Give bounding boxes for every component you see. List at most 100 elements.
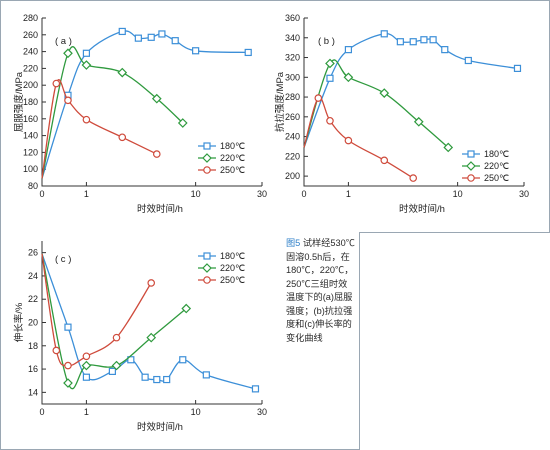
legend-marker-square — [467, 150, 475, 158]
data-point-diamond — [325, 58, 335, 69]
panel-tag: ( c ) — [55, 254, 71, 265]
legend-marker-circle — [203, 166, 211, 174]
panel-tag: ( b ) — [318, 36, 335, 47]
data-point-diamond — [63, 378, 73, 388]
y-tick-label: 260 — [23, 30, 38, 40]
data-point-diamond — [146, 332, 157, 343]
x-axis-label: 时效时间/h — [137, 203, 183, 215]
data-point-diamond — [63, 48, 73, 59]
panel-tag: ( a ) — [55, 36, 72, 47]
data-point-circle — [112, 333, 121, 342]
y-axis-label: 抗拉强度/MPa — [274, 71, 286, 132]
x-tick-label: 30 — [519, 189, 529, 199]
data-point-square — [147, 33, 155, 41]
data-point-diamond — [379, 88, 390, 98]
y-axis-label: 屈服强度/MPa — [13, 71, 25, 132]
caption-text: 试样经530℃固溶0.5h后，在180℃，220℃，250℃三组时效温度下的(a… — [286, 238, 355, 343]
data-point-diamond — [177, 118, 188, 128]
data-point-square — [134, 34, 142, 42]
data-point-square — [464, 56, 472, 65]
data-point-diamond — [111, 360, 122, 371]
series-line-250℃ — [303, 96, 414, 179]
series-line-220℃ — [41, 46, 184, 179]
data-point-circle — [64, 96, 72, 105]
y-tick-label: 200 — [23, 80, 38, 90]
x-axis-label: 时效时间/h — [399, 203, 445, 215]
legend-label: 220℃ — [484, 161, 509, 171]
legend-marker-circle — [203, 276, 211, 284]
y-tick-label: 80 — [28, 181, 38, 191]
x-tick-label: 0 — [39, 407, 44, 417]
data-point-circle — [380, 156, 389, 165]
y-tick-label: 26 — [28, 248, 38, 258]
legend-label: 250℃ — [484, 173, 509, 183]
data-point-square — [163, 375, 171, 384]
series-line-180℃ — [303, 33, 518, 148]
y-tick-label: 360 — [285, 13, 300, 23]
data-point-circle — [344, 136, 353, 145]
x-tick-label: 1 — [84, 189, 89, 199]
series-line-250℃ — [41, 79, 158, 179]
y-tick-label: 140 — [23, 131, 38, 141]
y-tick-label: 240 — [23, 47, 38, 57]
data-point-circle — [409, 174, 418, 182]
series-line-180℃ — [41, 30, 249, 179]
data-point-square — [409, 38, 417, 46]
y-tick-label: 24 — [28, 271, 38, 281]
legend-label: 250℃ — [220, 165, 245, 175]
chart-panel-c: 14 16 18 20 22 24 26 0 1 10 30 时效时间/h 伸长率/% ( c ) 180℃… — [13, 241, 267, 433]
y-tick-label: 22 — [28, 294, 38, 304]
x-tick-label: 10 — [191, 189, 201, 199]
x-tick-label: 0 — [301, 189, 306, 199]
x-tick-label: 10 — [191, 407, 201, 417]
y-tick-label: 220 — [23, 63, 38, 73]
data-point-square — [380, 30, 388, 38]
data-point-circle — [64, 361, 72, 370]
data-point-square — [429, 36, 437, 44]
y-tick-label: 200 — [285, 171, 300, 181]
y-tick-label: 16 — [28, 364, 38, 374]
legend-label: 250℃ — [220, 275, 245, 285]
legend-marker-diamond — [202, 153, 212, 163]
data-point-circle — [147, 279, 156, 287]
x-axis-label: 时效时间/h — [137, 421, 183, 433]
x-tick-label: 1 — [84, 407, 89, 417]
data-point-diamond — [117, 67, 128, 78]
data-point-square — [396, 38, 404, 46]
y-tick-label: 180 — [23, 97, 38, 107]
data-point-square — [420, 36, 428, 44]
data-point-square — [513, 64, 522, 73]
legend-label: 220℃ — [220, 263, 245, 273]
y-tick-label: 340 — [285, 33, 300, 43]
data-point-circle — [52, 346, 61, 355]
data-point-square — [202, 371, 210, 379]
data-point-square — [251, 385, 260, 393]
data-point-square — [64, 323, 72, 331]
y-tick-label: 260 — [285, 112, 300, 122]
y-tick-label: 100 — [23, 164, 38, 174]
data-point-circle — [326, 116, 334, 125]
legend-label: 180℃ — [220, 251, 245, 261]
data-point-square — [82, 49, 91, 57]
data-point-square — [82, 373, 91, 381]
legend-marker-circle — [467, 174, 475, 182]
x-tick-label: 1 — [346, 189, 351, 199]
legend-label: 180℃ — [220, 141, 245, 151]
data-point-diamond — [81, 360, 92, 371]
data-point-square — [441, 46, 449, 54]
data-point-diamond — [151, 93, 162, 104]
legend-marker-diamond — [466, 161, 476, 171]
data-point-square — [179, 356, 187, 364]
chart-panel-a: 80 100 120 140 160 180 200 220 240 260 280 0 1 10 30 时效… — [13, 13, 267, 215]
data-point-square — [141, 373, 149, 381]
series-line-220℃ — [303, 59, 449, 148]
data-point-circle — [82, 115, 91, 124]
y-tick-label: 14 — [28, 387, 38, 397]
data-point-square — [118, 27, 126, 36]
data-point-square — [192, 47, 200, 55]
data-point-diamond — [413, 116, 424, 127]
data-point-square — [153, 375, 161, 384]
data-point-circle — [52, 79, 61, 88]
